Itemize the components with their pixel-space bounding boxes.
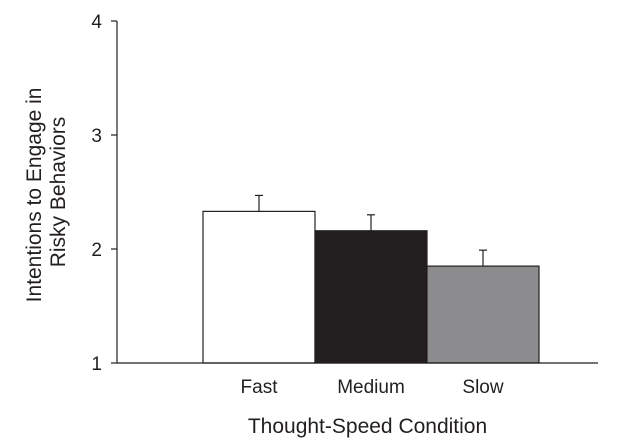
y-axis-ticks: 1 2 3 4 [91,12,117,375]
error-bars [255,194,487,267]
x-axis-title: Thought-Speed Condition [248,415,487,438]
y-tick-label: 1 [91,354,102,375]
x-tick-label-fast: Fast [241,377,279,398]
y-axis-title-line-2: Risky Behaviors [47,117,70,268]
bar-medium [314,230,428,364]
x-tick-label-slow: Slow [462,377,503,398]
bar-fast [202,210,316,364]
y-axis-title: Intentions to Engage in Risky Behaviors [23,82,70,303]
y-axis-title-line-1: Intentions to Engage in [23,88,46,303]
bars [202,210,540,364]
x-tick-label-medium: Medium [337,377,405,398]
x-axis-category-labels: Fast Medium Slow [241,377,504,398]
y-tick-label: 3 [91,126,102,147]
y-tick-label: 4 [91,12,102,33]
bar-slow [426,265,540,364]
y-tick-label: 2 [91,240,102,261]
